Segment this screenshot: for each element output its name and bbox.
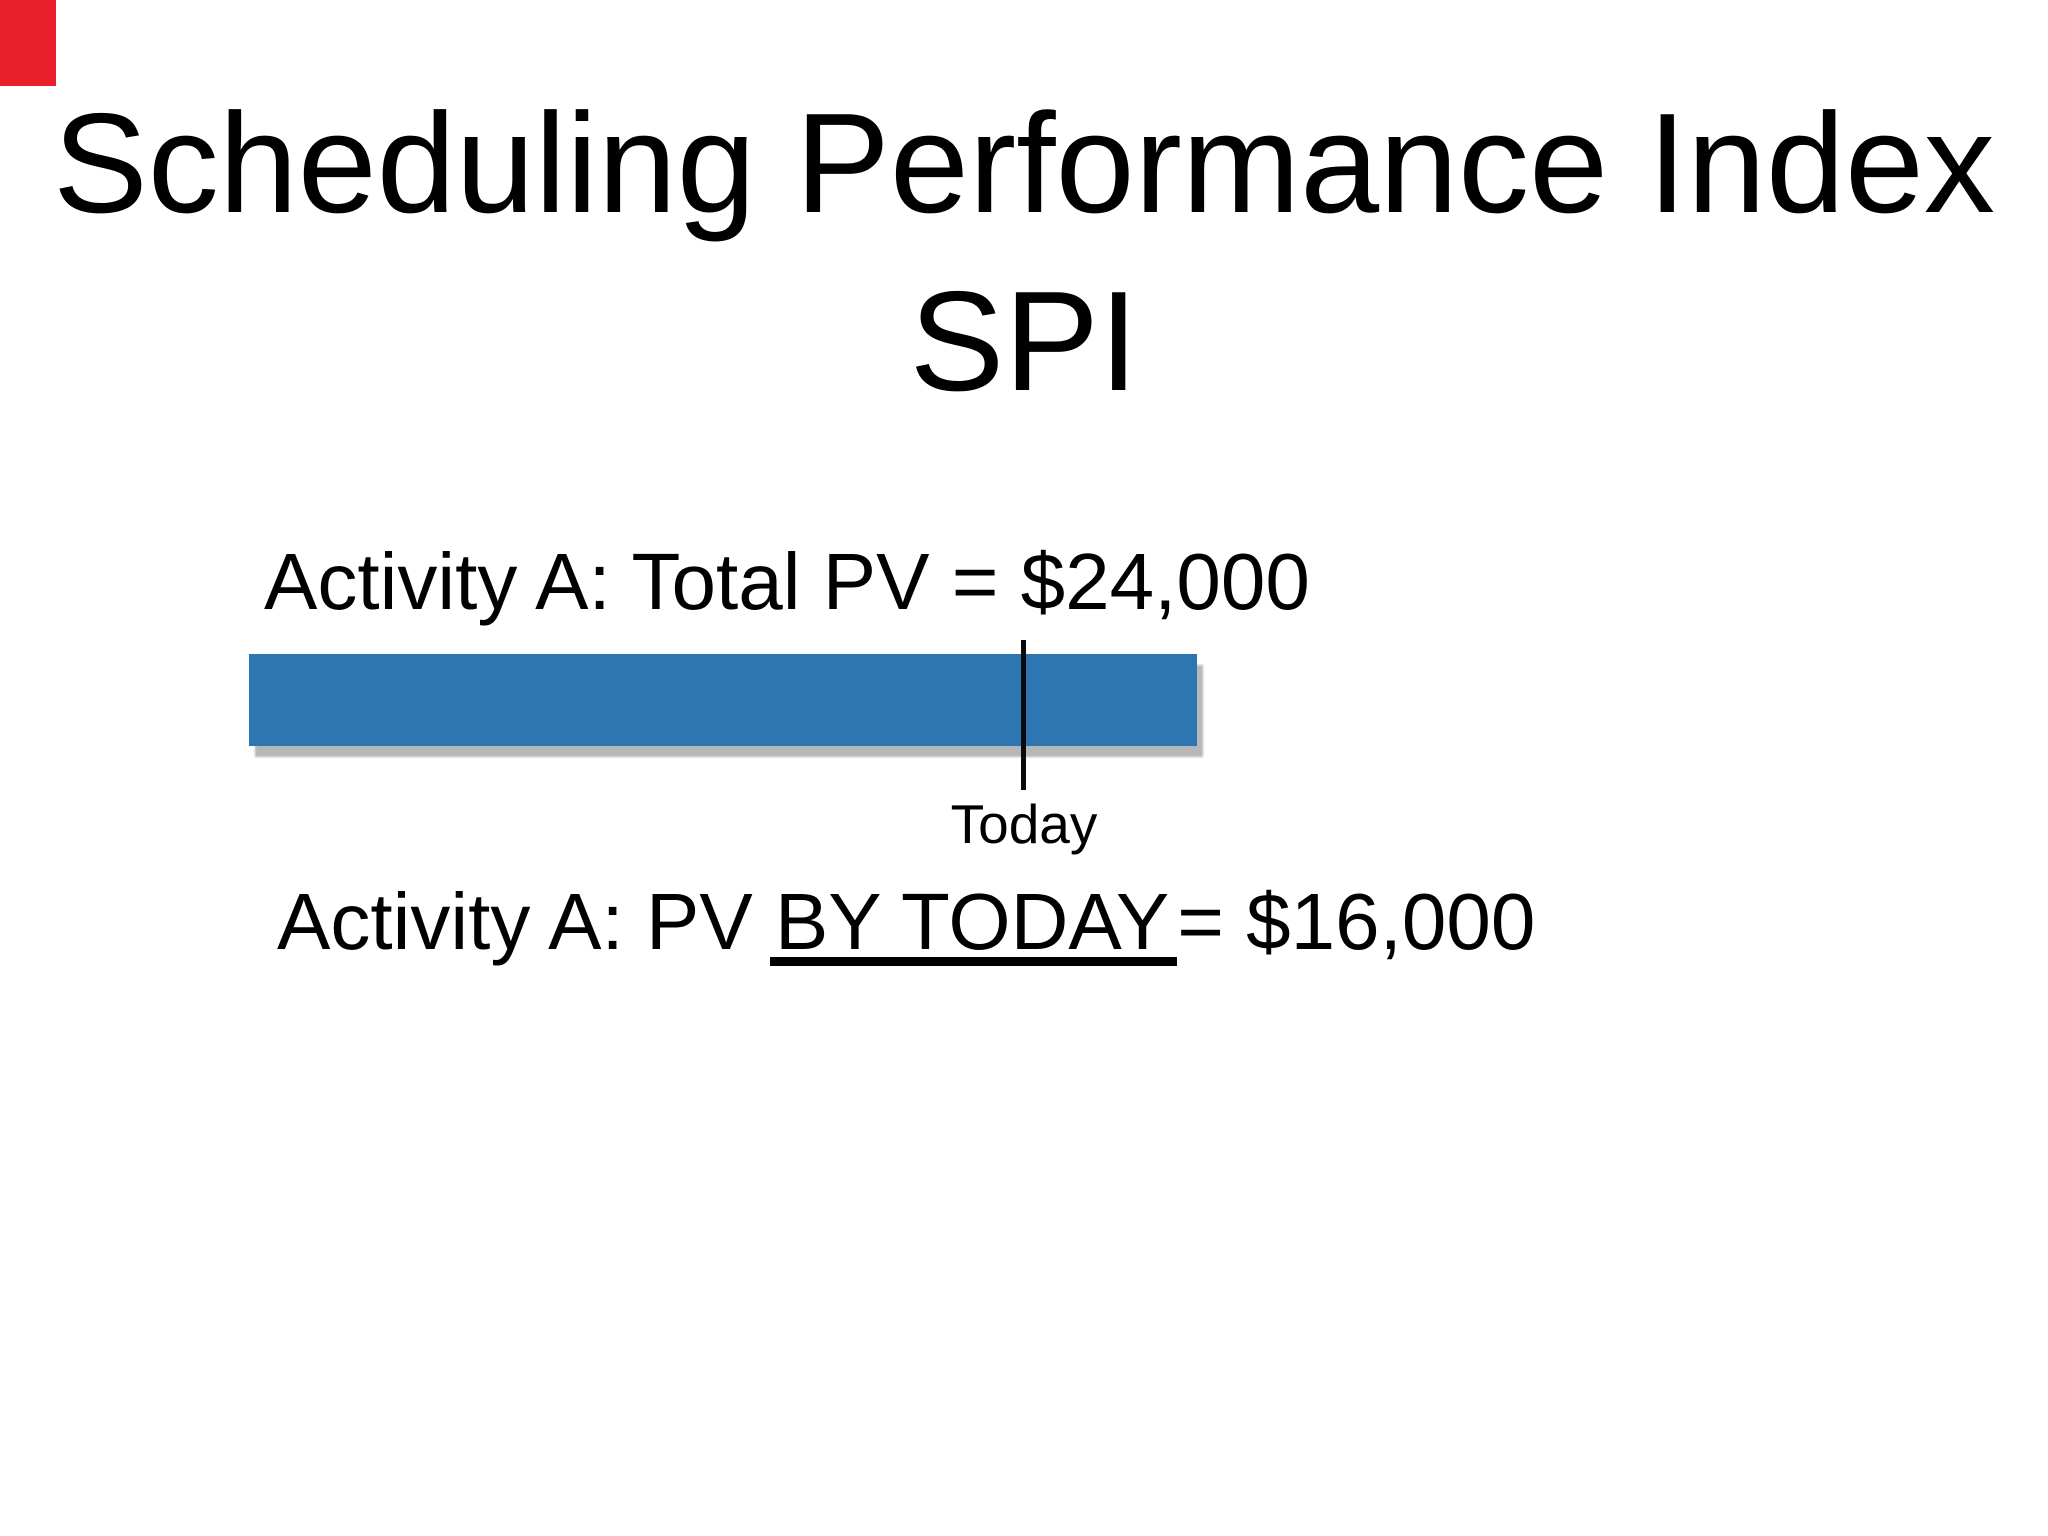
by-today-underlined-text: BY TODAY [769, 882, 1178, 966]
red-corner-marker [0, 0, 56, 86]
title-line-1: Scheduling Performance Index [53, 84, 1995, 243]
activity-pv-by-today-text: Activity A: PV BY TODAY = $16,000 [277, 874, 1535, 970]
activity-duration-bar [249, 654, 1197, 746]
activity-total-pv-text: Activity A: Total PV = $24,000 [264, 537, 1310, 626]
today-label: Today [950, 793, 1098, 855]
pv-by-today-prefix: Activity A: PV [277, 877, 775, 966]
today-marker-line [1021, 640, 1026, 790]
title-line-2: SPI [909, 262, 1139, 421]
pv-by-today-suffix: = $16,000 [1177, 877, 1536, 966]
slide-title: Scheduling Performance Index SPI [0, 75, 2048, 431]
